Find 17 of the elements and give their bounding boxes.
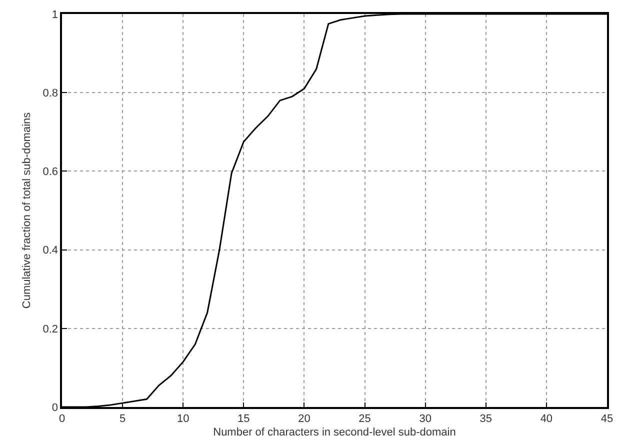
- x-tick-label: 25: [358, 412, 371, 425]
- y-tick-label: 1: [52, 8, 58, 21]
- y-axis-title: Cumulative fraction of total sub-domains: [20, 112, 33, 309]
- x-tick-label: 40: [540, 412, 553, 425]
- y-tick-label: 0.4: [42, 244, 58, 257]
- y-tick-label: 0.6: [42, 166, 58, 178]
- x-tick-label: 15: [238, 412, 250, 425]
- x-tick-label: 35: [480, 412, 492, 425]
- x-tick-label: 10: [176, 412, 190, 425]
- x-tick-label: 30: [419, 412, 432, 425]
- x-tick-label: 20: [298, 412, 310, 425]
- y-tick-label: 0: [52, 402, 58, 414]
- y-tick-label: 0.2: [42, 323, 58, 336]
- y-tick-label: 0.8: [42, 87, 58, 100]
- x-tick-label: 45: [600, 412, 614, 425]
- x-tick-label: 5: [119, 412, 126, 425]
- x-axis-title: Number of characters in second-level sub-domain: [213, 426, 456, 439]
